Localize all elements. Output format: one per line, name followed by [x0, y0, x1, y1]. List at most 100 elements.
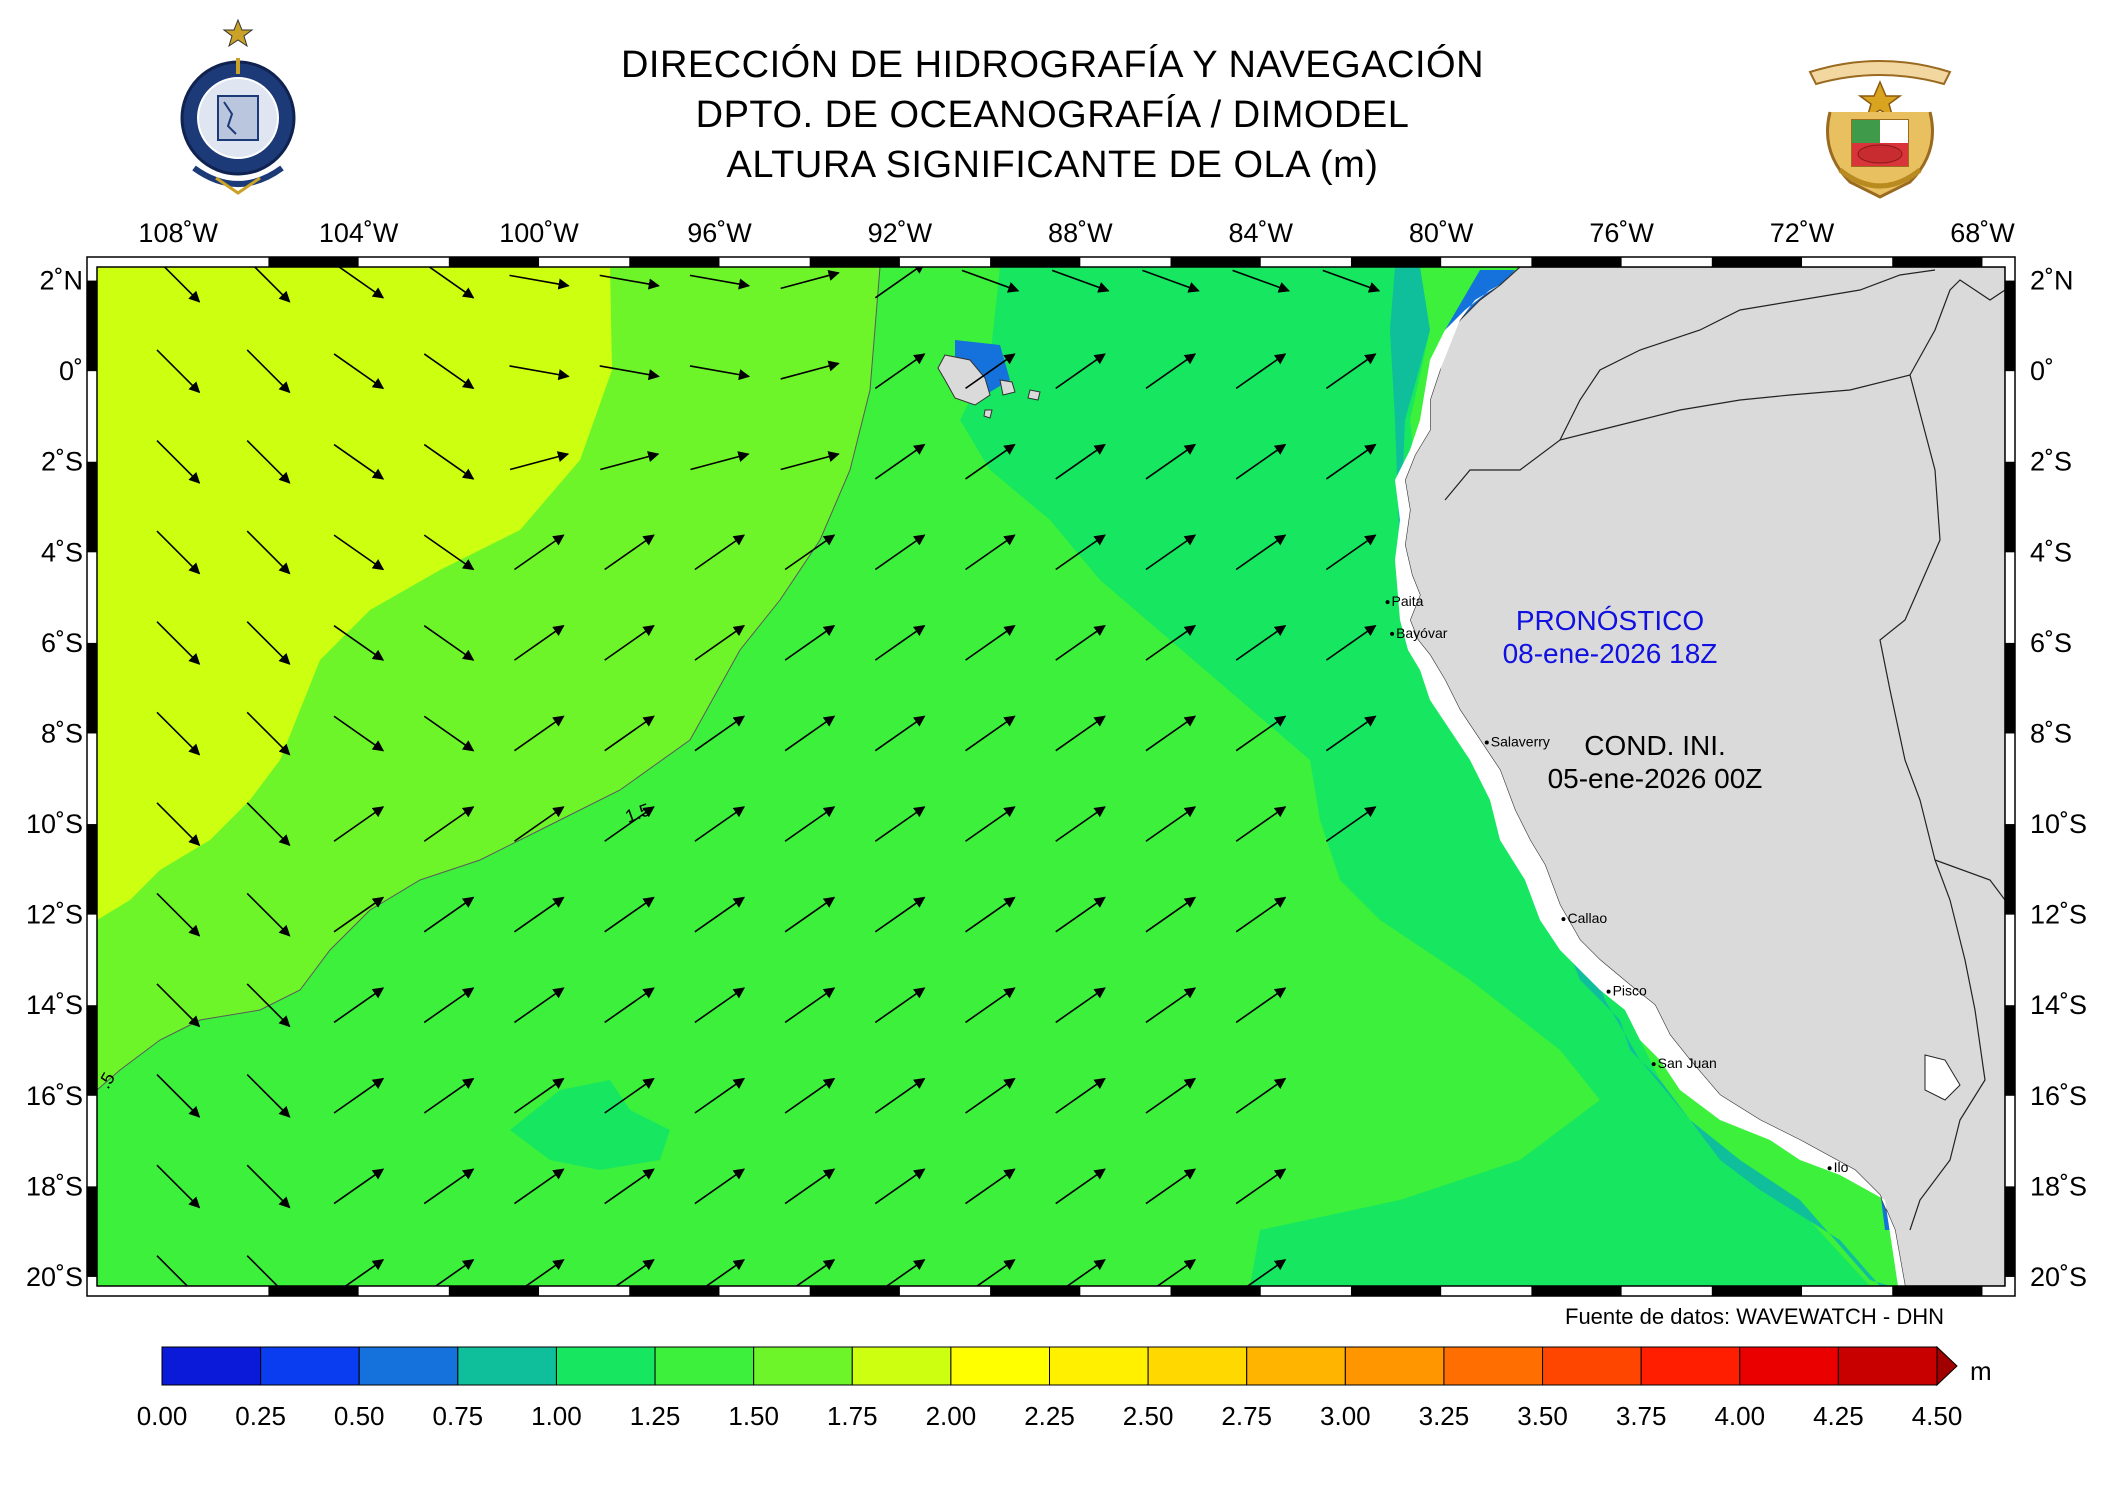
wave-arrow: [423, 534, 475, 571]
wave-arrow: [514, 896, 565, 933]
band-1-00-patch: [510, 1080, 670, 1170]
wave-arrow: [874, 987, 926, 1024]
colorbar-swatch: [654, 1346, 755, 1386]
wave-arrow: [604, 715, 655, 752]
forecast-label: PRONÓSTICO: [1516, 605, 1704, 636]
colorbar-unit: m: [1970, 1356, 1992, 1386]
lat-label-right: 16˚S: [2030, 1081, 2087, 1111]
wave-arrow: [965, 443, 1016, 480]
wave-arrow: [874, 443, 926, 480]
colorbar-tick-label: 4.50: [1912, 1401, 1963, 1431]
wave-arrow: [1055, 443, 1106, 480]
frame-tick-bottom: [1711, 1286, 1803, 1296]
frame-tick-top: [809, 257, 900, 267]
wave-arrow: [1325, 353, 1377, 390]
lat-label-left: 6˚S: [41, 628, 83, 658]
wave-arrow: [784, 806, 836, 842]
lat-label-left: 8˚S: [41, 718, 83, 748]
wave-arrow: [874, 267, 926, 299]
city-marker: [1385, 600, 1390, 605]
lat-label-right: 8˚S: [2030, 718, 2072, 748]
colorbar-tick-label: 1.75: [827, 1401, 878, 1431]
wave-arrow: [874, 1168, 926, 1205]
wave-arrow: [874, 806, 926, 842]
frame-tick-right: [2005, 1005, 2015, 1096]
wave-arrow: [694, 987, 745, 1024]
map-area: [97, 267, 2005, 1286]
frame-tick-top: [1892, 257, 1983, 267]
wave-arrow: [1235, 806, 1287, 842]
title-line-1: DIRECCIÓN DE HIDROGRAFÍA Y NAVEGACIÓN: [620, 44, 1485, 86]
lat-label-right: 18˚S: [2030, 1171, 2087, 1201]
wave-arrow: [1145, 1077, 1197, 1114]
lon-label-top: 88˚W: [1048, 218, 1113, 248]
wave-arrow: [333, 1077, 385, 1114]
lat-label-right: 0˚: [2030, 356, 2054, 386]
wave-arrow: [333, 625, 385, 661]
wave-arrow: [784, 1168, 836, 1205]
wave-arrow: [514, 1077, 565, 1114]
wave-arrow: [604, 806, 655, 842]
wave-arrow: [1051, 269, 1110, 293]
wave-arrow: [694, 534, 745, 571]
wave-arrow: [246, 1164, 291, 1209]
colorbar-tick-label: 0.50: [334, 1401, 385, 1431]
border-ecuador-peru: [1444, 374, 1911, 501]
wave-arrow: [1235, 625, 1287, 661]
lat-label-right: 2˚S: [2030, 447, 2072, 477]
lon-label-top: 68˚W: [1950, 218, 2015, 248]
frame-tick-bottom: [1170, 1286, 1261, 1296]
wave-arrow: [965, 353, 1016, 390]
wave-arrow: [163, 267, 201, 303]
frame-tick-right: [2005, 642, 2015, 734]
city-marker: [1827, 1166, 1832, 1171]
colorbar-tick-label: 3.50: [1517, 1401, 1568, 1431]
wave-arrow: [975, 1259, 1016, 1286]
wave-arrow: [509, 274, 570, 290]
frame-ticks: [87, 257, 2015, 1296]
city-labels: Paita Bayóvar Salaverry Callao Pisco San Juan…: [1385, 593, 1849, 1175]
wave-arrow: [246, 439, 291, 484]
frame-tick-bottom: [268, 1286, 359, 1296]
wave-arrow: [1246, 1259, 1287, 1286]
frame-tick-top: [1350, 257, 1442, 267]
colorbar-tick-label: 4.00: [1714, 1401, 1765, 1431]
colorbar-swatch: [260, 1346, 360, 1386]
wave-arrow: [156, 1255, 189, 1286]
wave-arrow: [1325, 443, 1377, 480]
wave-arrow: [694, 625, 745, 661]
wave-arrow: [423, 987, 475, 1024]
axis-labels: 108˚W 104˚W 100˚W 96˚W 92˚W 88˚W 84˚W 80˚W 76˚W 7…: [26, 218, 2087, 1292]
lat-label-left: 2˚N: [39, 266, 83, 296]
wave-arrow: [509, 451, 570, 471]
wave-arrow: [690, 451, 750, 471]
wave-arrow: [1145, 534, 1197, 571]
wave-arrow: [965, 534, 1016, 571]
wave-arrow: [246, 621, 291, 665]
wave-arrow: [333, 715, 385, 752]
colorbar-tick-label: 1.00: [531, 1401, 582, 1431]
wave-arrow: [689, 274, 751, 290]
wave-arrow: [780, 270, 840, 290]
lat-label-right: 12˚S: [2030, 900, 2087, 930]
wave-arrow: [874, 1077, 926, 1114]
frame-tick-left: [87, 280, 97, 372]
wave-arrow: [689, 365, 751, 381]
city-label: San Juan: [1658, 1055, 1717, 1071]
wave-arrow: [1055, 353, 1106, 390]
wave-arrow: [1055, 625, 1106, 661]
frame-tick-top: [268, 257, 359, 267]
lon-label-top: 84˚W: [1228, 218, 1293, 248]
wave-arrow: [874, 715, 926, 752]
wave-arrow: [1235, 896, 1287, 933]
wave-arrow: [156, 621, 201, 665]
wave-arrow: [333, 806, 385, 842]
wave-arrow: [333, 353, 385, 390]
colorbar-tick-label: 3.25: [1419, 1401, 1470, 1431]
wave-arrow: [784, 1077, 836, 1114]
wave-arrow: [874, 353, 926, 390]
seal-star-icon: [222, 18, 254, 48]
city-marker: [1484, 740, 1489, 745]
colorbar-swatch: [358, 1346, 459, 1386]
